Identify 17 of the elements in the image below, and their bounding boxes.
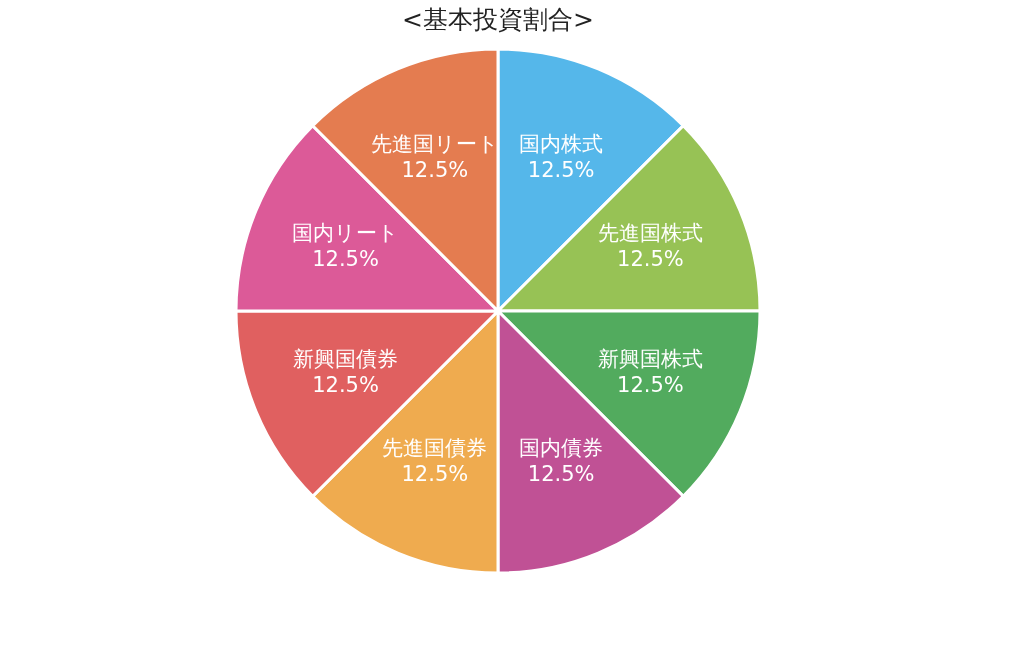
- data-label: 12.5%: [527, 157, 595, 182]
- slice-label: 国内リート: [292, 220, 400, 245]
- slice-label: 国内債券: [519, 436, 604, 461]
- data-label: 12.5%: [401, 157, 469, 182]
- slice-label: 新興国債券: [293, 347, 399, 372]
- slice-label: 先進国株式: [597, 220, 703, 245]
- data-label: 12.5%: [312, 373, 379, 398]
- chart-title: <基本投資割合>: [402, 5, 594, 34]
- data-label: 12.5%: [312, 246, 379, 271]
- slice-label: 国内株式: [519, 131, 604, 156]
- data-label: 12.5%: [617, 373, 684, 398]
- data-label: 12.5%: [401, 462, 469, 487]
- slice-label: 先進国リート: [370, 131, 499, 156]
- slice-label: 先進国債券: [382, 436, 488, 461]
- data-label: 12.5%: [527, 462, 595, 487]
- data-label: 12.5%: [617, 246, 684, 271]
- slice-label: 新興国株式: [597, 347, 703, 372]
